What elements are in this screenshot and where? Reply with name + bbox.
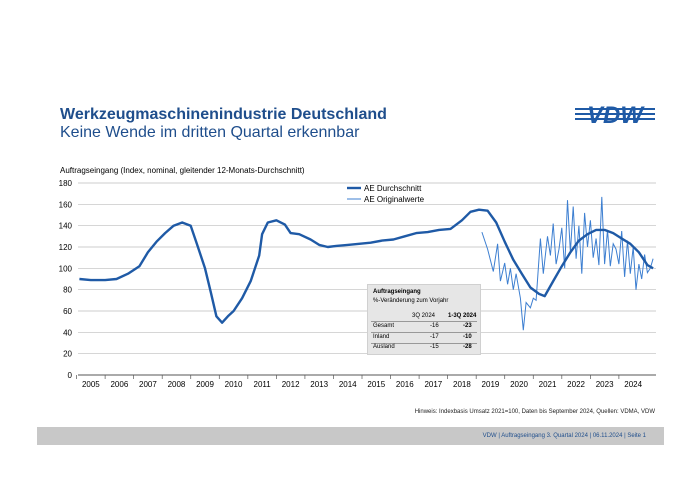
y-tick-label: 40 [63, 328, 72, 337]
y-tick-label: 80 [63, 286, 72, 295]
x-tick-label: 2006 [110, 380, 128, 389]
x-tick-label: 2014 [339, 380, 357, 389]
x-tick-label: 2016 [396, 380, 414, 389]
line-chart: 0 20 40 60 80 100 120 140 160 180 2005 2006 2007 200… [59, 179, 656, 389]
x-tick-label: 2017 [424, 380, 442, 389]
row-ytd: -28 [463, 344, 472, 350]
series-line-ae-durchschnitt [79, 208, 654, 324]
table-row: Inland -17 -10 [368, 334, 480, 343]
x-tick-label: 2013 [310, 380, 328, 389]
row-label: Inland [373, 334, 390, 340]
table-col-quarter: 3Q 2024 [412, 313, 436, 319]
table-col-ytd: 1-3Q 2024 [448, 313, 477, 319]
page-subtitle: Keine Wende im dritten Quartal erkennbar [60, 124, 360, 141]
series-line-ae-originalwerte [481, 196, 654, 331]
table-row: Ausland -15 -28 [368, 344, 480, 353]
x-tick-label: 2018 [453, 380, 471, 389]
x-tick-label: 2024 [624, 380, 642, 389]
x-tick-label: 2021 [539, 380, 557, 389]
legend-label-ae-durchschnitt: AE Durchschnitt [364, 184, 422, 193]
x-tick-label: 2010 [225, 380, 243, 389]
table-separator [371, 343, 477, 344]
row-ytd: -10 [463, 334, 472, 340]
x-tick-label: 2012 [282, 380, 300, 389]
x-tick-label: 2008 [168, 380, 186, 389]
x-tick-label: 2015 [367, 380, 385, 389]
row-label: Ausland [373, 344, 395, 350]
row-label: Gesamt [373, 323, 395, 329]
x-tick-label: 2007 [139, 380, 157, 389]
vdw-logo: VDW [575, 103, 655, 125]
x-tick-label: 2020 [510, 380, 528, 389]
y-tick-label: 0 [68, 371, 73, 380]
table-separator [371, 321, 477, 322]
y-tick-label: 100 [59, 264, 73, 273]
legend-label-ae-originalwerte: AE Originalwerte [364, 195, 425, 204]
x-tick-label: 2005 [82, 380, 100, 389]
y-axis-label: Auftragseingang (Index, nominal, gleiten… [60, 166, 305, 175]
source-note: Hinweis: Indexbasis Umsatz 2021=100, Dat… [414, 409, 655, 415]
order-intake-table: Auftragseingang %-Veränderung zum Vorjah… [367, 284, 481, 355]
x-tick-label: 2019 [482, 380, 500, 389]
y-tick-label: 160 [59, 200, 73, 209]
logo-text: VDW [587, 103, 645, 125]
x-tick-label: 2022 [567, 380, 585, 389]
table-row: Gesamt -16 -23 [368, 323, 480, 332]
x-tick-label: 2009 [196, 380, 214, 389]
x-tick-label: 2011 [254, 380, 272, 389]
table-title: Auftragseingang [373, 289, 421, 295]
table-separator [371, 332, 477, 333]
row-quarter: -16 [430, 323, 439, 329]
table-subtitle: %-Veränderung zum Vorjahr [373, 298, 449, 304]
y-tick-label: 140 [59, 222, 73, 231]
footer-text: VDW | Auftragseingang 3. Quartal 2024 | … [482, 433, 646, 439]
y-tick-label: 180 [59, 179, 73, 188]
row-quarter: -15 [430, 344, 439, 350]
y-tick-label: 20 [63, 350, 72, 359]
footer-bar: VDW | Auftragseingang 3. Quartal 2024 | … [37, 427, 664, 445]
row-ytd: -23 [463, 323, 472, 329]
x-tick-label: 2023 [596, 380, 614, 389]
row-quarter: -17 [430, 334, 439, 340]
page-title: Werkzeugmaschinenindustrie Deutschland [60, 106, 387, 123]
y-tick-label: 60 [63, 307, 72, 316]
y-tick-label: 120 [59, 243, 73, 252]
